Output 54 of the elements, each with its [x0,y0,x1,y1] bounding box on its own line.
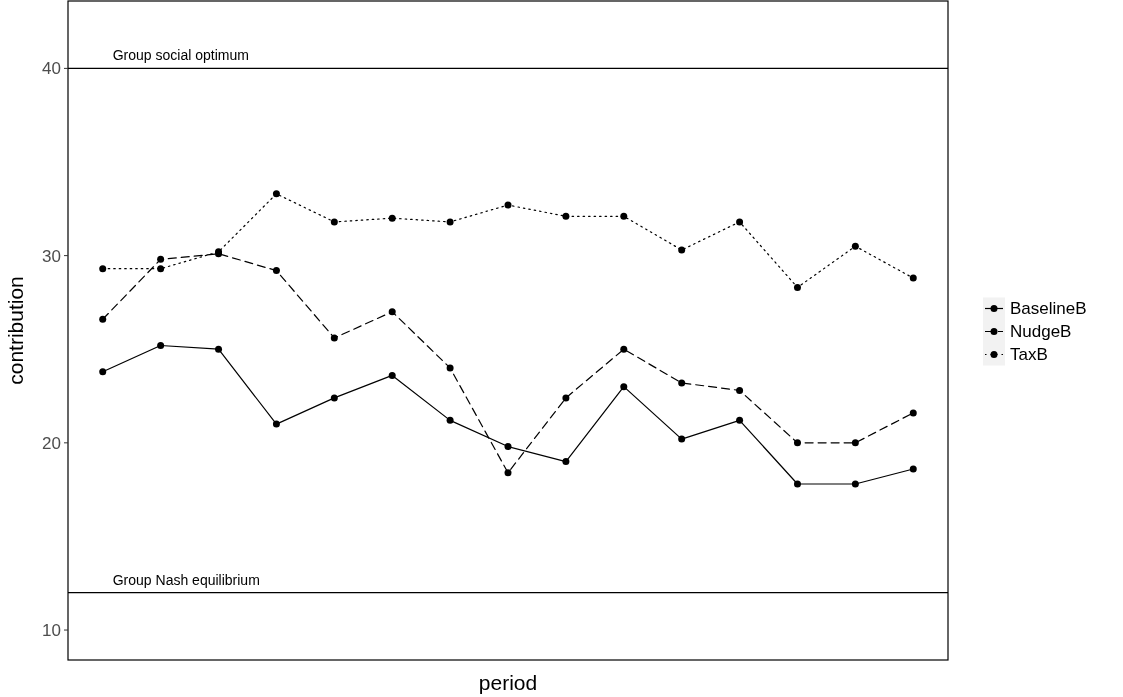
point [99,265,107,273]
point [504,469,512,477]
point [388,308,396,316]
y-axis-title: contribution [4,276,27,385]
ref-line-label: Group Nash equilibrium [112,571,260,588]
point [446,364,454,372]
point [909,409,917,417]
point [562,212,570,220]
legend-label: BaselineB [1010,299,1087,319]
legend-label: TaxB [1010,345,1048,365]
point [620,345,628,353]
point [330,218,338,226]
point [793,283,801,291]
point [620,383,628,391]
point [446,416,454,424]
point [851,480,859,488]
point [388,214,396,222]
legend-label: NudgeB [1010,322,1072,342]
point [99,368,107,376]
point [678,246,686,254]
point [215,345,223,353]
point [157,341,165,349]
y-tick-label: 20 [42,433,61,453]
point [562,394,570,402]
point [99,315,107,323]
point [446,218,454,226]
point [330,394,338,402]
point [562,458,570,466]
point [388,371,396,379]
point [620,212,628,220]
point [736,386,744,394]
point [851,439,859,447]
y-tick-label: 40 [42,59,61,79]
point [851,242,859,250]
point [678,435,686,443]
point [272,267,280,275]
ref-line-label: Group social optimum [112,47,249,64]
point [272,190,280,198]
point [330,334,338,342]
point [678,379,686,387]
point [909,465,917,473]
point [736,218,744,226]
point [909,274,917,282]
point [504,201,512,209]
y-tick-label: 30 [42,246,61,266]
y-tick-label: 10 [42,621,61,640]
point [793,439,801,447]
point [793,480,801,488]
x-axis-title: period [478,671,538,694]
point [504,443,512,451]
point [272,420,280,428]
point [157,265,165,273]
point [736,416,744,424]
point [157,255,165,263]
